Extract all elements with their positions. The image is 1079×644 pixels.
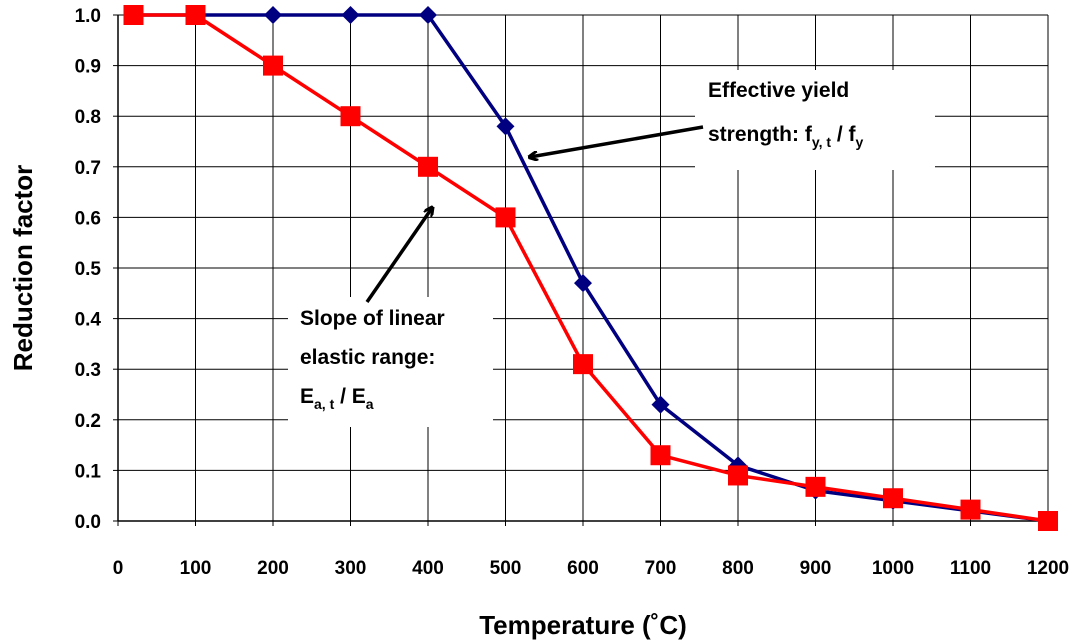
data-point bbox=[960, 499, 981, 520]
x-axis-title: Temperature (˚C) bbox=[479, 610, 687, 640]
y-tick-label: 0.5 bbox=[75, 259, 102, 280]
x-tick-label: 300 bbox=[335, 558, 367, 579]
y-tick-label: 0.9 bbox=[75, 57, 101, 78]
y-tick-label: 1.0 bbox=[75, 6, 101, 27]
data-point bbox=[651, 395, 670, 414]
data-point bbox=[805, 476, 826, 497]
y-tick-label: 0.6 bbox=[75, 208, 101, 229]
yield-annotation-line1: Effective yield bbox=[708, 79, 849, 102]
data-point bbox=[263, 55, 283, 76]
x-tick-label: 200 bbox=[257, 558, 289, 579]
x-tick-label: 500 bbox=[490, 558, 522, 579]
data-point bbox=[650, 445, 671, 466]
y-tick-label: 0.2 bbox=[75, 411, 101, 432]
x-tick-label: 1200 bbox=[1027, 558, 1069, 579]
x-tick-label: 100 bbox=[180, 558, 212, 579]
x-tick-labels: 0 100 200 300 400 500 600 700 800 900 1000 1100 1200 bbox=[113, 558, 1069, 579]
y-tick-label: 0.8 bbox=[75, 107, 101, 128]
elastic-annotation-box bbox=[288, 297, 493, 427]
elastic-annotation-line2: elastic range: bbox=[300, 346, 435, 369]
series-2 bbox=[123, 5, 1058, 531]
data-point bbox=[419, 6, 437, 24]
axes bbox=[113, 14, 1049, 526]
x-tick-label: 800 bbox=[722, 558, 754, 579]
y-tick-label: 0.0 bbox=[75, 512, 101, 533]
y-tick-label: 0.3 bbox=[75, 360, 101, 381]
data-point bbox=[341, 6, 360, 24]
data-point bbox=[185, 5, 206, 25]
data-point bbox=[883, 488, 903, 509]
y-tick-label: 0.1 bbox=[75, 461, 102, 482]
yield-arrow bbox=[530, 125, 704, 157]
data-point bbox=[123, 5, 144, 25]
x-tick-label: 600 bbox=[567, 558, 599, 579]
x-tick-label: 900 bbox=[800, 558, 832, 579]
elastic-arrow bbox=[365, 208, 432, 303]
data-point bbox=[573, 354, 593, 375]
y-tick-label: 0.7 bbox=[75, 158, 101, 179]
y-axis-title: Reduction factor bbox=[8, 165, 38, 372]
data-point bbox=[728, 465, 748, 486]
data-point bbox=[264, 6, 282, 24]
elastic-annotation-line1: Slope of linear bbox=[300, 307, 445, 330]
data-point bbox=[495, 207, 516, 228]
x-tick-label: 400 bbox=[412, 558, 444, 579]
data-point bbox=[340, 106, 361, 127]
x-tick-label: 1100 bbox=[950, 558, 991, 579]
yield-annotation-line2: strength: fy, t / fy bbox=[708, 123, 864, 150]
series-layer bbox=[123, 5, 1058, 531]
data-point bbox=[496, 117, 515, 136]
x-tick-label: 1000 bbox=[872, 558, 914, 579]
data-point bbox=[574, 274, 592, 293]
y-tick-labels: 0.0 0.1 0.2 0.3 0.4 0.5 0.6 0.7 0.8 0.9 1.0 bbox=[75, 6, 102, 533]
y-tick-label: 0.4 bbox=[75, 310, 102, 331]
data-point bbox=[1038, 511, 1058, 531]
yield-annotation-box bbox=[695, 70, 935, 170]
data-point bbox=[418, 156, 438, 177]
x-tick-label: 700 bbox=[645, 558, 677, 579]
elastic-annotation-line3: Ea, t / Ea bbox=[300, 385, 374, 412]
x-tick-label: 0 bbox=[113, 558, 124, 579]
